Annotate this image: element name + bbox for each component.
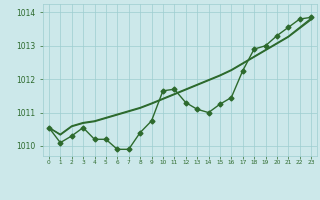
Text: Graphe pression niveau de la mer (hPa): Graphe pression niveau de la mer (hPa) [58,184,262,193]
